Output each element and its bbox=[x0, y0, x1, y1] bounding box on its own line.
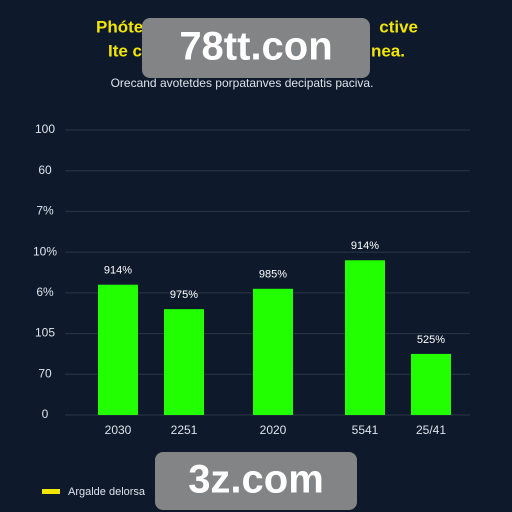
watermark: 78tt.con bbox=[179, 25, 332, 69]
annotation: 914% bbox=[104, 265, 132, 277]
y-tick-label: 60 bbox=[38, 163, 52, 177]
y-tick-label: 6% bbox=[36, 285, 54, 299]
bar bbox=[164, 309, 204, 415]
x-tick-label: 25/41 bbox=[416, 423, 446, 437]
legend-label: Argalde delorsa bbox=[68, 486, 146, 498]
watermark: 3z.com bbox=[188, 458, 324, 502]
annotation: 914% bbox=[351, 240, 379, 252]
annotation: 525% bbox=[417, 334, 445, 346]
annotation: 985% bbox=[259, 269, 287, 281]
y-tick-label: 105 bbox=[35, 326, 55, 340]
bar bbox=[345, 260, 385, 415]
chart-title: Phóte bbox=[96, 17, 143, 36]
x-tick-label: 2020 bbox=[260, 423, 287, 437]
x-tick-label: 2030 bbox=[105, 423, 132, 437]
annotation: 975% bbox=[170, 289, 198, 301]
watermark-box: 78tt.con bbox=[142, 18, 370, 78]
x-tick-label: 2251 bbox=[171, 423, 198, 437]
bar bbox=[411, 353, 451, 415]
y-tick-label: 100 bbox=[35, 122, 55, 136]
watermark-box: 3z.com bbox=[155, 452, 357, 510]
bar bbox=[98, 284, 138, 415]
chart-title: Ite c bbox=[108, 41, 142, 60]
y-tick-label: 10% bbox=[33, 244, 57, 258]
chart-subtitle: Orecand avotetdes porpatanves decipatis … bbox=[111, 76, 374, 90]
x-tick-label: 5541 bbox=[352, 423, 379, 437]
chart-title: ctive bbox=[379, 17, 418, 36]
y-tick-label: 7% bbox=[36, 204, 54, 218]
bar bbox=[253, 288, 293, 415]
chart-title: nea. bbox=[371, 41, 405, 60]
y-tick-label: 70 bbox=[38, 366, 52, 380]
legend-swatch bbox=[42, 489, 60, 494]
y-tick-label: 0 bbox=[42, 407, 49, 421]
